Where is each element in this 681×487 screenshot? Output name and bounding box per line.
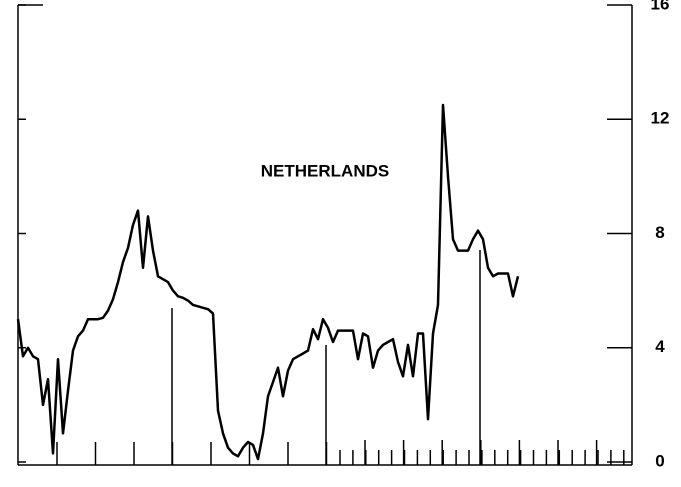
y-tick-label: 12: [651, 109, 670, 128]
y-tick-label: 16: [651, 0, 670, 13]
chart-title: NETHERLANDS: [261, 161, 389, 180]
y-tick-label: 8: [655, 223, 664, 242]
data-line: [16, 103, 520, 461]
y-tick-label: 4: [655, 337, 665, 356]
y-tick-label: 0: [655, 451, 664, 470]
